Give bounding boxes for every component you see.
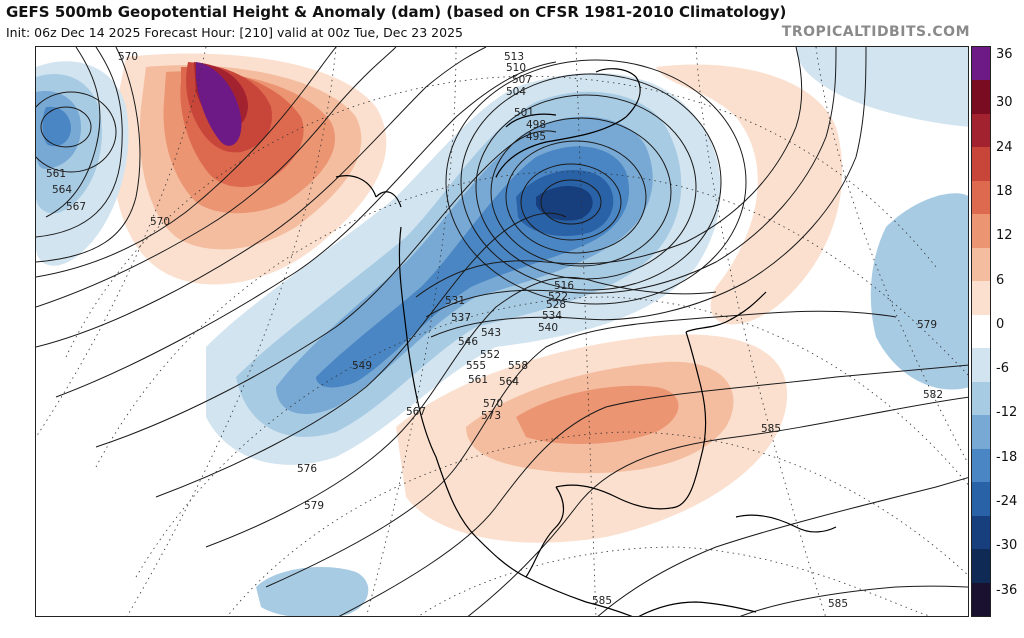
label-504: 504 bbox=[506, 86, 526, 98]
label-570-north: 570 bbox=[118, 51, 138, 63]
colorbar-segment bbox=[972, 214, 990, 249]
label-561-east: 561 bbox=[468, 374, 488, 386]
label-552: 552 bbox=[480, 349, 500, 361]
map-canvas: 513 510 507 504 501 498 495 516 522 528 … bbox=[36, 47, 968, 616]
label-507: 507 bbox=[512, 74, 532, 86]
colorbar-tick-label: 6 bbox=[996, 273, 1005, 288]
label-537: 537 bbox=[451, 312, 471, 324]
anomaly-shading bbox=[36, 47, 968, 616]
label-561-west: 561 bbox=[46, 168, 66, 180]
colorbar-tick-label: 30 bbox=[996, 95, 1013, 110]
label-585-south: 585 bbox=[592, 595, 612, 607]
colorbar-segment bbox=[972, 582, 990, 617]
cold-anomaly-northeast bbox=[796, 47, 968, 127]
label-585-gulf: 585 bbox=[761, 423, 781, 435]
warm-anomaly-atlantic bbox=[656, 64, 843, 325]
colorbar-tick-label: -30 bbox=[996, 538, 1018, 553]
colorbar-tick-label: -36 bbox=[996, 583, 1018, 598]
label-555: 555 bbox=[466, 360, 486, 372]
label-570-east: 570 bbox=[483, 398, 503, 410]
warm-anomaly-pacific-max bbox=[196, 62, 242, 146]
label-567-east: 567 bbox=[406, 406, 426, 418]
cold-anomaly-core-inner bbox=[536, 185, 593, 221]
colorbar-segment bbox=[972, 348, 990, 383]
colorbar-segment bbox=[972, 549, 990, 584]
map-panel[interactable]: 513 510 507 504 501 498 495 516 522 528 … bbox=[35, 46, 969, 617]
colorbar-segment bbox=[972, 482, 990, 517]
map-title: GEFS 500mb Geopotential Height & Anomaly… bbox=[6, 3, 787, 21]
colorbar-tick-label: -12 bbox=[996, 405, 1018, 420]
colorbar-tick-label: -24 bbox=[996, 494, 1018, 509]
colorbar-segment bbox=[972, 448, 990, 483]
label-564-east: 564 bbox=[499, 376, 519, 388]
label-534: 534 bbox=[542, 310, 562, 322]
colorbar-tick-label: 24 bbox=[996, 140, 1013, 155]
label-522: 522 bbox=[548, 291, 568, 303]
label-558: 558 bbox=[508, 360, 528, 372]
label-516: 516 bbox=[554, 280, 574, 292]
colorbar-segment bbox=[972, 113, 990, 148]
colorbar-segment bbox=[972, 515, 990, 550]
colorbar-tick-label: 36 bbox=[996, 47, 1013, 62]
label-495: 495 bbox=[526, 131, 546, 143]
colorbar-segment bbox=[972, 47, 990, 81]
anomaly-colorbar bbox=[971, 46, 991, 617]
colorbar-tick-label: -18 bbox=[996, 450, 1018, 465]
label-540: 540 bbox=[538, 322, 558, 334]
colorbar-segment bbox=[972, 247, 990, 282]
label-582: 582 bbox=[923, 389, 943, 401]
label-498: 498 bbox=[526, 119, 546, 131]
colorbar-segment bbox=[972, 180, 990, 215]
label-579-east: 579 bbox=[917, 319, 937, 331]
label-567-west: 567 bbox=[66, 201, 86, 213]
cold-anomaly-west-4 bbox=[42, 106, 71, 147]
colorbar-segment bbox=[972, 314, 990, 349]
graticule bbox=[36, 47, 968, 616]
label-579-west: 579 bbox=[304, 500, 324, 512]
label-564-west: 564 bbox=[52, 184, 72, 196]
label-570-west: 570 bbox=[150, 216, 170, 228]
coastlines bbox=[335, 68, 837, 616]
label-573: 573 bbox=[481, 410, 501, 422]
height-contours bbox=[36, 47, 968, 616]
colorbar-segment bbox=[972, 80, 990, 115]
label-585-southeast: 585 bbox=[828, 598, 848, 610]
colorbar-tick-label: 0 bbox=[996, 317, 1005, 332]
colorbar-segment bbox=[972, 147, 990, 182]
map-subtitle: Init: 06z Dec 14 2025 Forecast Hour: [21… bbox=[6, 25, 463, 40]
colorbar-segment bbox=[972, 415, 990, 450]
colorbar-tick-label: -6 bbox=[996, 361, 1009, 376]
label-546: 546 bbox=[458, 336, 478, 348]
label-513: 513 bbox=[504, 51, 524, 63]
cold-anomaly-atlantic bbox=[870, 193, 968, 390]
label-576: 576 bbox=[297, 463, 317, 475]
contour-labels: 513 510 507 504 501 498 495 516 522 528 … bbox=[46, 51, 943, 610]
colorbar-segment bbox=[972, 281, 990, 316]
colorbar-segment bbox=[972, 381, 990, 416]
colorbar-tick-label: 18 bbox=[996, 184, 1013, 199]
label-531: 531 bbox=[445, 295, 465, 307]
label-510: 510 bbox=[506, 62, 526, 74]
brand-watermark[interactable]: TROPICALTIDBITS.COM bbox=[781, 24, 970, 40]
label-543: 543 bbox=[481, 327, 501, 339]
label-549: 549 bbox=[352, 360, 372, 372]
label-528: 528 bbox=[546, 299, 566, 311]
colorbar-tick-label: 12 bbox=[996, 228, 1013, 243]
label-501: 501 bbox=[514, 107, 534, 119]
